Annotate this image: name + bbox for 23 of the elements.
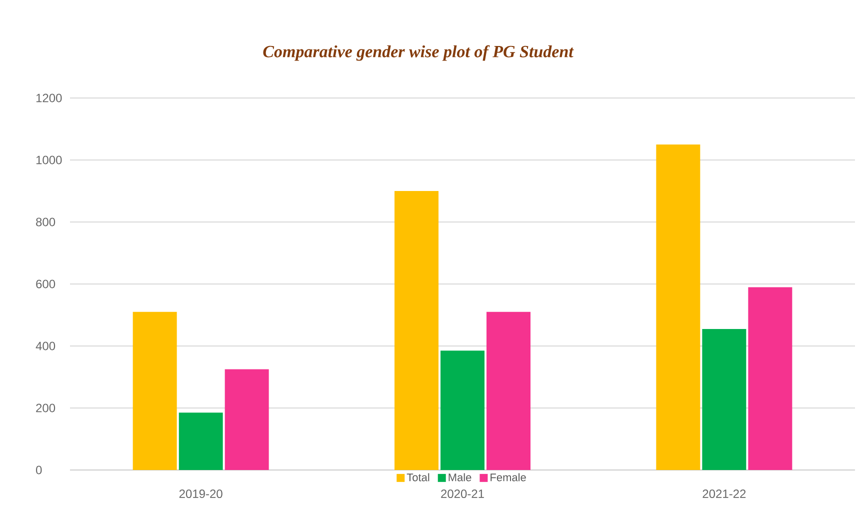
x-tick-label: 2020-21	[441, 490, 484, 498]
bar	[394, 191, 438, 470]
y-tick-label: 1200	[36, 94, 62, 102]
bar	[748, 287, 792, 470]
legend-label: Female	[490, 473, 526, 482]
y-tick-label: 400	[36, 342, 56, 350]
bar	[440, 350, 485, 470]
y-tick-label: 600	[36, 280, 56, 288]
x-tick-label: 2019-20	[179, 490, 222, 498]
y-tick-label: 800	[36, 218, 56, 226]
legend-label: Total	[406, 473, 430, 482]
bar	[178, 412, 223, 470]
bar	[224, 369, 269, 470]
legend-label: Male	[448, 473, 472, 482]
bar	[132, 312, 177, 470]
chart-title: Comparative gender wise plot of PG Student	[263, 45, 574, 61]
y-tick-label: 200	[36, 404, 56, 412]
y-tick-label: 1000	[36, 156, 62, 164]
x-tick-label: 2021-22	[702, 490, 746, 498]
bar	[656, 144, 700, 470]
bar	[702, 328, 746, 470]
bar	[486, 312, 531, 470]
y-tick-label: 0	[36, 466, 42, 474]
